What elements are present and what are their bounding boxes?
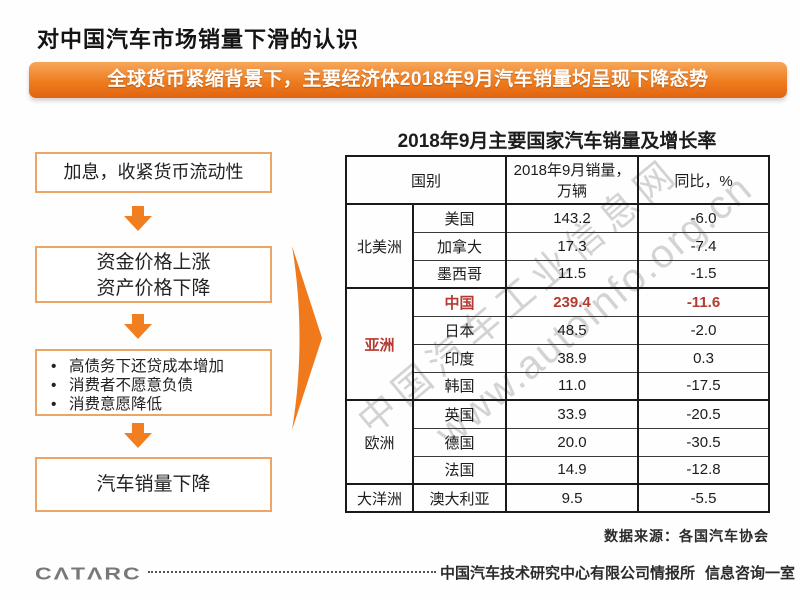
flow-box-sales-decline-label: 汽车销量下降 xyxy=(96,474,211,495)
table-cell-region: 北美洲 xyxy=(345,203,414,289)
table-cell-yoy: -6.0 xyxy=(637,203,770,233)
table-cell-region: 欧洲 xyxy=(345,399,414,485)
table-cell-country: 加拿大 xyxy=(412,231,507,261)
footer-text: 中国汽车技术研究中心有限公司情报所 信息咨询一室 xyxy=(440,562,795,583)
down-arrow-head xyxy=(124,433,152,448)
table-cell-country: 澳大利亚 xyxy=(412,483,507,513)
table-title: 2018年9月主要国家汽车销量及增长率 xyxy=(397,131,717,152)
table-row: 欧洲 英国 33.9 -20.5 xyxy=(345,399,770,485)
table-cell-country: 德国 xyxy=(412,427,507,457)
table-cell-sales: 239.4 xyxy=(505,287,639,317)
table-header-row: 国别 2018年9月销量，万辆 同比，% xyxy=(345,155,770,205)
table-cell-sales: 14.9 xyxy=(505,455,639,485)
down-arrow-icon xyxy=(124,314,152,339)
table-cell-sales: 33.9 xyxy=(505,399,639,429)
bullet-item: 高债务下还贷成本增加 xyxy=(47,357,266,376)
table-cell-yoy: -11.6 xyxy=(637,287,770,317)
table-cell-country: 法国 xyxy=(412,455,507,485)
table-cell-yoy: -30.5 xyxy=(637,427,770,457)
table-cell-sales: 11.5 xyxy=(505,259,639,289)
table-cell-sales: 48.5 xyxy=(505,315,639,345)
table-cell-yoy: -7.4 xyxy=(637,231,770,261)
table-cell-sales: 38.9 xyxy=(505,343,639,373)
table-row: 印度 38.9 0.3 xyxy=(346,343,770,373)
down-arrow-icon xyxy=(124,206,152,231)
flow-box-rate-hike-label: 加息，收紧货币流动性 xyxy=(63,162,244,182)
table-cell-yoy: -12.8 xyxy=(637,455,770,485)
table-cell-sales: 20.0 xyxy=(505,427,639,457)
table-row: 大洋洲 澳大利亚 9.5 -5.5 xyxy=(345,483,770,513)
down-arrow-stem xyxy=(132,206,144,216)
down-arrow-stem xyxy=(132,314,144,324)
table-cell-country: 美国 xyxy=(412,203,507,233)
footer-org: 中国汽车技术研究中心有限公司情报所 xyxy=(440,565,696,582)
header-yoy: 同比，% xyxy=(637,155,770,205)
banner-text: 全球货币紧缩背景下，主要经济体2018年9月汽车销量均呈现下降态势 xyxy=(107,69,709,90)
flow-box-prices-line1: 资金价格上涨 xyxy=(96,252,211,273)
bullet-item: 消费意愿降低 xyxy=(47,395,266,414)
table-row: 墨西哥 11.5 -1.5 xyxy=(346,259,770,289)
table-cell-sales: 11.0 xyxy=(505,371,639,401)
flow-box-rate-hike: 加息，收紧货币流动性 xyxy=(35,152,272,193)
table-row: 日本 48.5 -2.0 xyxy=(346,315,770,345)
banner: 全球货币紧缩背景下，主要经济体2018年9月汽车销量均呈现下降态势 xyxy=(29,62,787,98)
table-row: 亚洲 中国 239.4 -11.6 xyxy=(345,287,770,401)
header-sales: 2018年9月销量，万辆 xyxy=(505,155,639,205)
table-cell-sales: 9.5 xyxy=(505,483,639,513)
table-cell-region: 亚洲 xyxy=(345,287,414,401)
table-row: 德国 20.0 -30.5 xyxy=(346,427,770,457)
header-country: 国别 xyxy=(345,155,507,205)
down-arrow-head xyxy=(124,324,152,339)
table-cell-country: 韩国 xyxy=(412,371,507,401)
down-arrow-stem xyxy=(132,423,144,433)
page-title: 对中国汽车市场销量下滑的认识 xyxy=(37,27,360,52)
footer-divider xyxy=(148,571,436,573)
flow-box-prices: 资金价格上涨 资产价格下降 xyxy=(35,246,272,303)
table-cell-country: 印度 xyxy=(412,343,507,373)
table-row: 加拿大 17.3 -7.4 xyxy=(346,231,770,261)
table-cell-region: 大洋洲 xyxy=(345,483,414,513)
table-cell-yoy: -20.5 xyxy=(637,399,770,429)
table-cell-yoy: -5.5 xyxy=(637,483,770,513)
flow-box-sales-decline: 汽车销量下降 xyxy=(35,457,272,512)
flow-box-prices-line2: 资产价格下降 xyxy=(96,278,211,299)
table-cell-yoy: -1.5 xyxy=(637,259,770,289)
down-arrow-head xyxy=(124,216,152,231)
table-cell-country: 英国 xyxy=(412,399,507,429)
table-cell-country: 日本 xyxy=(412,315,507,345)
table-cell-yoy: 0.3 xyxy=(637,343,770,373)
table-cell-sales: 143.2 xyxy=(505,203,639,233)
debt-bullet-list: 高债务下还贷成本增加 消费者不愿意负债 消费意愿降低 xyxy=(47,357,266,414)
catarc-logo: CΛTΛRC xyxy=(35,562,142,584)
table-row: 北美洲 美国 143.2 -6.0 xyxy=(345,203,770,289)
footer-dept: 信息咨询一室 xyxy=(705,565,796,582)
table-row: 法国 14.9 -12.8 xyxy=(346,455,770,485)
flow-box-debt-bullets: 高债务下还贷成本增加 消费者不愿意负债 消费意愿降低 xyxy=(35,349,272,416)
table-cell-yoy: -2.0 xyxy=(637,315,770,345)
table-cell-country: 墨西哥 xyxy=(412,259,507,289)
table-row: 韩国 11.0 -17.5 xyxy=(346,371,770,401)
table-cell-yoy: -17.5 xyxy=(637,371,770,401)
table-cell-country: 中国 xyxy=(412,287,507,317)
table-cell-sales: 17.3 xyxy=(505,231,639,261)
sales-table: 国别 2018年9月销量，万辆 同比，% 北美洲 美国 143.2 -6.0 加拿大 17… xyxy=(345,155,770,513)
data-source: 数据来源：各国汽车协会 xyxy=(604,528,769,544)
down-arrow-icon xyxy=(124,423,152,448)
bullet-item: 消费者不愿意负债 xyxy=(47,376,266,395)
right-chevron-arrow-icon xyxy=(292,246,322,430)
